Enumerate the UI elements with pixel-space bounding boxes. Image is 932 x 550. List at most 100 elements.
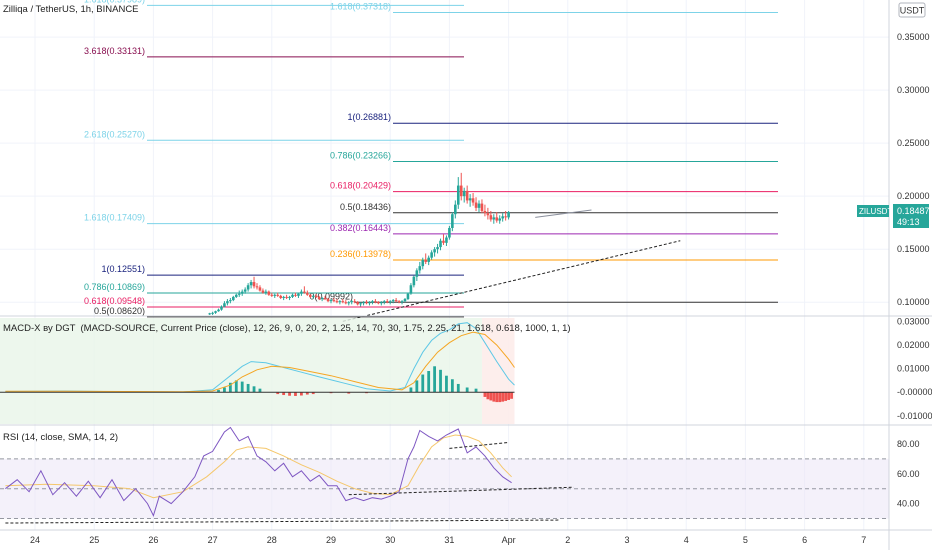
candle-body: [489, 215, 493, 220]
candle-body: [365, 302, 368, 304]
macd-histogram-bar: [305, 392, 309, 395]
fib-level-label: 0.786(0.10869): [84, 282, 145, 292]
macd-histogram-bar: [409, 387, 413, 393]
macd-histogram-bar: [492, 392, 496, 402]
fib-level-label: 3.618(0.33131): [84, 46, 145, 56]
candle-body: [220, 306, 223, 310]
price-tick-label: 0.20000: [897, 191, 930, 201]
candle-body: [495, 217, 499, 221]
macd-histogram-bar: [294, 392, 297, 396]
candle-body: [276, 294, 280, 296]
candle-body: [288, 296, 291, 298]
rsi-tick-label: 60.00: [897, 469, 920, 479]
candle-body: [368, 302, 371, 304]
candle-body: [403, 299, 407, 302]
trendline: [342, 240, 681, 322]
rsi-trendlines[interactable]: [5, 441, 574, 524]
price-trendlines[interactable]: [342, 209, 681, 322]
candle-body: [320, 297, 324, 300]
candle-body: [445, 237, 448, 243]
candle-body: [243, 289, 247, 292]
candle-body: [350, 301, 354, 303]
macd-bullish-zone: [0, 318, 482, 424]
rsi-pane[interactable]: RSI (14, close, SMA, 14, 2): [0, 426, 889, 524]
macd-histogram-bar: [507, 392, 510, 400]
time-tick-label: 25: [89, 535, 99, 545]
candle-body: [311, 295, 315, 297]
signal-line: [5, 331, 515, 393]
candle-body: [421, 259, 425, 267]
macd-histogram-bar: [228, 382, 232, 393]
macd-histogram-bar: [495, 392, 499, 403]
candle-body: [303, 291, 306, 293]
candle-body: [462, 190, 466, 197]
macd-histogram-bar: [439, 369, 442, 393]
price-pane[interactable]: Zilliqa / TetherUS, 1h, BINANCE 1.618(0.…: [3, 0, 778, 322]
candle-body: [291, 294, 294, 297]
candle-body: [285, 296, 288, 298]
candle-body: [329, 300, 333, 302]
fib-level-label: 0(0.09992): [309, 291, 353, 301]
candle-body: [468, 198, 472, 201]
price-axis[interactable]: 0.35000 0.30000 0.25000 0.20000 0.15000 0.100…: [897, 32, 932, 509]
time-tick-label: 24: [30, 535, 40, 545]
candle-body: [391, 300, 395, 302]
symbol-label: ZILUSDT: [859, 207, 892, 216]
grid: [0, 0, 889, 530]
candle-body: [332, 300, 336, 302]
macd-histogram-bar: [246, 383, 250, 393]
candle-body: [377, 302, 380, 304]
candle-body: [279, 295, 282, 298]
price-tick-label: 0.10000: [897, 297, 930, 307]
macd-histogram-bar: [217, 389, 220, 393]
candle-body: [232, 296, 235, 301]
macd-histogram: [217, 366, 513, 403]
rsi-band-lines: [0, 458, 889, 520]
candle-body: [356, 302, 359, 305]
time-tick-label: 3: [624, 535, 629, 545]
macd-histogram-bar: [450, 379, 454, 393]
candle-body: [252, 282, 256, 287]
time-tick-label: 5: [743, 535, 748, 545]
macd-histogram-bar: [300, 392, 303, 396]
candle-body: [412, 276, 416, 286]
time-tick-label: 7: [861, 535, 866, 545]
candle-body: [477, 203, 481, 208]
candle-body: [226, 301, 229, 304]
candle-body: [498, 218, 502, 221]
fib-level-label: 0.618(0.20429): [330, 181, 391, 191]
candles: [208, 172, 510, 315]
candle-body: [380, 302, 383, 304]
candle-body: [344, 302, 348, 304]
candle-body: [459, 185, 463, 197]
currency-selector[interactable]: USDT: [898, 2, 926, 18]
macd-histogram-bar: [483, 392, 487, 397]
candle-body: [439, 240, 442, 248]
candle-body: [258, 287, 262, 291]
time-tick-label: 30: [385, 535, 395, 545]
macd-histogram-bar: [282, 392, 286, 396]
macd-histogram-bar: [427, 371, 431, 393]
candle-body: [240, 291, 244, 294]
macd-histogram-bar: [489, 392, 493, 401]
rsi-trendline: [5, 519, 559, 524]
candle-body: [374, 301, 377, 303]
macd-histogram-bar: [433, 366, 436, 393]
candle-body: [341, 301, 345, 303]
candle-body: [397, 301, 401, 303]
candle-body: [214, 311, 217, 313]
fib-levels[interactable]: 1.618(0.37318) 1(0.26881) 0.786(0.23266) 0.…: [84, 0, 778, 318]
time-axis[interactable]: 24 25 26 27 28 29 30 31 Apr 2 3 4 5 6 7: [30, 535, 866, 545]
price-tick-label: 0.25000: [897, 138, 930, 148]
candle-body: [294, 294, 297, 296]
fib-level-label: 0.786(0.23266): [330, 151, 391, 161]
candle-body: [234, 294, 238, 297]
candle-body: [409, 285, 413, 294]
candle-body: [394, 300, 398, 302]
candle-body: [501, 216, 504, 219]
candle-body: [338, 301, 342, 303]
macd-pane[interactable]: MACD-X ву DGT ⁣⁣ (MACD-SOURCE, Current P…: [0, 318, 571, 424]
candle-body: [314, 295, 318, 297]
time-tick-label: 28: [267, 535, 277, 545]
candle-body: [308, 294, 312, 297]
